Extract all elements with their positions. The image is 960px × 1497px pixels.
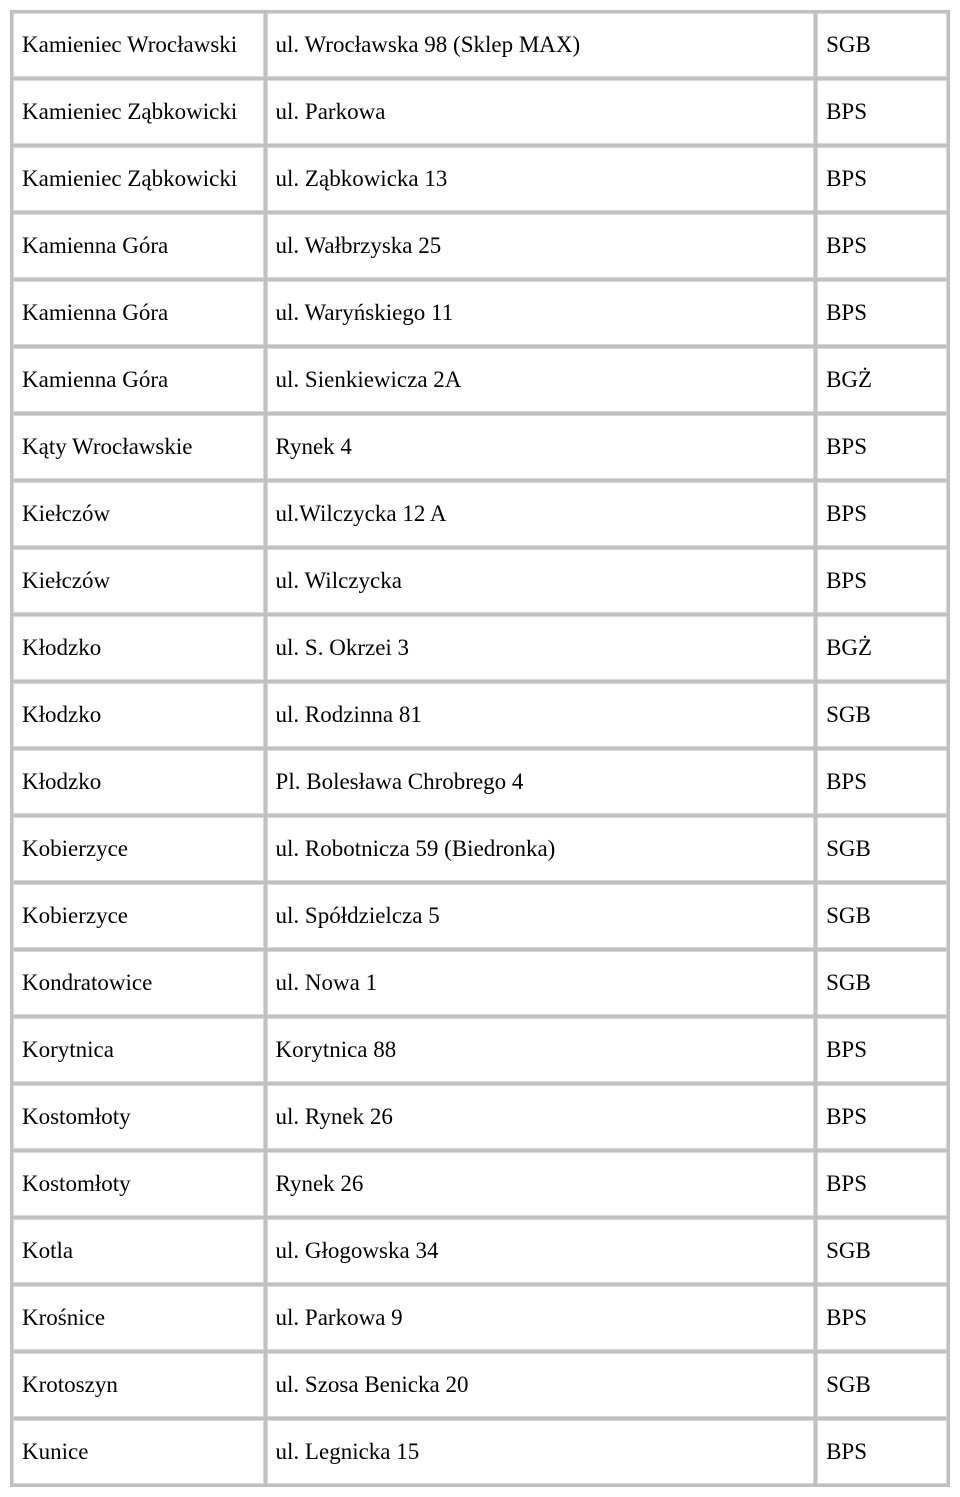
cell-city: Kamienna Góra [13,214,264,278]
cell-address: ul. Wilczycka [267,549,815,613]
cell-city: Kondratowice [13,951,264,1015]
cell-bank: BPS [817,750,947,814]
cell-city: Kostomłoty [13,1085,264,1149]
cell-bank: SGB [817,13,947,77]
cell-bank: SGB [817,817,947,881]
cell-city: Krośnice [13,1286,264,1350]
cell-city: Kiełczów [13,549,264,613]
cell-address: ul. Spółdzielcza 5 [267,884,815,948]
cell-city: Kamienna Góra [13,281,264,345]
table-row: KostomłotyRynek 26BPS [13,1152,947,1216]
cell-address: ul. Wałbrzyska 25 [267,214,815,278]
table-row: Kamieniec Ząbkowickiul. ParkowaBPS [13,80,947,144]
cell-address: ul. S. Okrzei 3 [267,616,815,680]
table-row: KorytnicaKorytnica 88BPS [13,1018,947,1082]
locations-table: Kamieniec Wrocławskiul. Wrocławska 98 (S… [10,10,950,1487]
cell-city: Kamieniec Wrocławski [13,13,264,77]
table-row: Kostomłotyul. Rynek 26BPS [13,1085,947,1149]
cell-bank: SGB [817,683,947,747]
cell-address: Pl. Bolesława Chrobrego 4 [267,750,815,814]
table-row: Kamieniec Ząbkowickiul. Ząbkowicka 13BPS [13,147,947,211]
table-row: Kamienna Góraul. Wałbrzyska 25BPS [13,214,947,278]
table-row: Kamieniec Wrocławskiul. Wrocławska 98 (S… [13,13,947,77]
cell-address: ul. Sienkiewicza 2A [267,348,815,412]
cell-city: Kobierzyce [13,884,264,948]
table-row: Kąty WrocławskieRynek 4BPS [13,415,947,479]
cell-bank: BPS [817,281,947,345]
cell-bank: SGB [817,951,947,1015]
cell-address: Rynek 4 [267,415,815,479]
cell-city: Kotla [13,1219,264,1283]
table-row: Kobierzyceul. Spółdzielcza 5SGB [13,884,947,948]
cell-address: ul. Nowa 1 [267,951,815,1015]
cell-bank: BPS [817,147,947,211]
cell-address: Rynek 26 [267,1152,815,1216]
cell-bank: BPS [817,1420,947,1484]
cell-bank: BGŻ [817,348,947,412]
table-row: Kamienna Góraul. Sienkiewicza 2ABGŻ [13,348,947,412]
cell-bank: BPS [817,214,947,278]
cell-address: ul.Wilczycka 12 A [267,482,815,546]
table-row: Kłodzkoul. Rodzinna 81SGB [13,683,947,747]
table-body: Kamieniec Wrocławskiul. Wrocławska 98 (S… [13,13,947,1484]
table-row: Kuniceul. Legnicka 15BPS [13,1420,947,1484]
cell-bank: BGŻ [817,616,947,680]
cell-bank: BPS [817,80,947,144]
cell-city: Kunice [13,1420,264,1484]
cell-city: Kamieniec Ząbkowicki [13,147,264,211]
cell-address: ul. Parkowa [267,80,815,144]
cell-address: ul. Legnicka 15 [267,1420,815,1484]
table-row: KłodzkoPl. Bolesława Chrobrego 4BPS [13,750,947,814]
cell-city: Kłodzko [13,750,264,814]
cell-address: ul. Głogowska 34 [267,1219,815,1283]
cell-city: Krotoszyn [13,1353,264,1417]
table-row: Kiełczówul. WilczyckaBPS [13,549,947,613]
cell-address: ul. Parkowa 9 [267,1286,815,1350]
cell-address: ul. Waryńskiego 11 [267,281,815,345]
cell-bank: BPS [817,549,947,613]
cell-bank: BPS [817,415,947,479]
table-row: Krośniceul. Parkowa 9BPS [13,1286,947,1350]
cell-bank: BPS [817,1286,947,1350]
cell-bank: SGB [817,1353,947,1417]
cell-city: Kamieniec Ząbkowicki [13,80,264,144]
cell-city: Kłodzko [13,616,264,680]
cell-city: Kamienna Góra [13,348,264,412]
cell-address: ul. Robotnicza 59 (Biedronka) [267,817,815,881]
cell-city: Kąty Wrocławskie [13,415,264,479]
cell-address: ul. Rodzinna 81 [267,683,815,747]
table-row: Kondratowiceul. Nowa 1SGB [13,951,947,1015]
cell-city: Kłodzko [13,683,264,747]
cell-address: Korytnica 88 [267,1018,815,1082]
cell-address: ul. Wrocławska 98 (Sklep MAX) [267,13,815,77]
cell-city: Korytnica [13,1018,264,1082]
cell-bank: BPS [817,1085,947,1149]
cell-bank: BPS [817,482,947,546]
cell-city: Kobierzyce [13,817,264,881]
cell-city: Kostomłoty [13,1152,264,1216]
cell-address: ul. Ząbkowicka 13 [267,147,815,211]
cell-address: ul. Szosa Benicka 20 [267,1353,815,1417]
cell-bank: SGB [817,884,947,948]
table-row: Kobierzyceul. Robotnicza 59 (Biedronka)S… [13,817,947,881]
cell-bank: BPS [817,1018,947,1082]
table-row: Kamienna Góraul. Waryńskiego 11BPS [13,281,947,345]
cell-city: Kiełczów [13,482,264,546]
cell-address: ul. Rynek 26 [267,1085,815,1149]
cell-bank: SGB [817,1219,947,1283]
table-row: Kłodzkoul. S. Okrzei 3BGŻ [13,616,947,680]
cell-bank: BPS [817,1152,947,1216]
table-row: Kotlaul. Głogowska 34SGB [13,1219,947,1283]
table-row: Krotoszynul. Szosa Benicka 20SGB [13,1353,947,1417]
table-row: Kiełczówul.Wilczycka 12 ABPS [13,482,947,546]
